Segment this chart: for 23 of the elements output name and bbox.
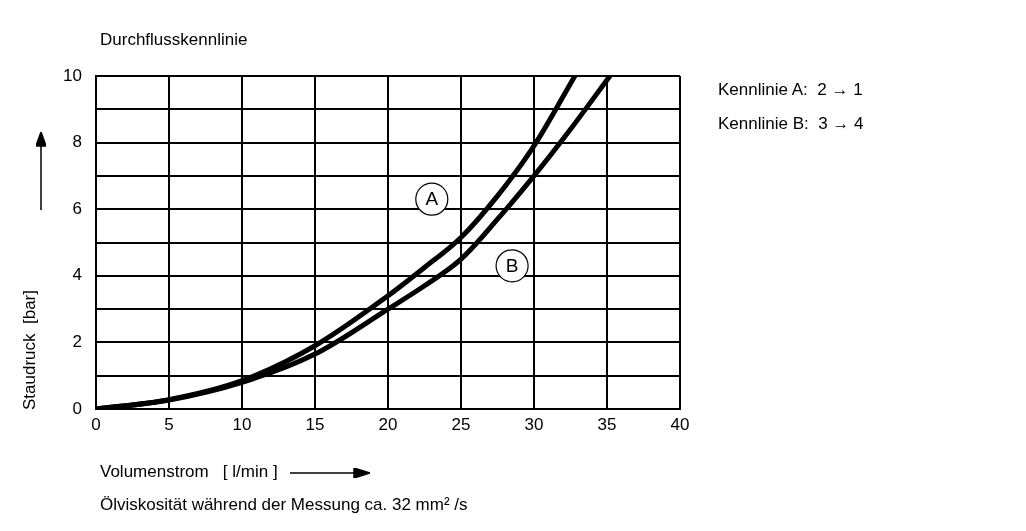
x-tick-label: 25 [451, 414, 471, 434]
y-tick-label: 10 [63, 65, 82, 85]
text: Kennlinie A: 2 → 1 [718, 80, 863, 100]
x-tick-label: 30 [524, 414, 544, 434]
x-tick-label: 10 [232, 414, 252, 434]
x-axis-title: Volumenstrom [ l/min ] [100, 462, 278, 482]
chart-title: Durchflusskennlinie [100, 30, 248, 50]
x-tick-label: 15 [305, 414, 325, 434]
y-axis-title: Staudruck [bar] [20, 289, 40, 410]
x-tick-label: 5 [164, 414, 174, 434]
text: Ölviskosität während der Messung ca. 32 mm² /s [100, 495, 468, 515]
y-tick-label: 8 [72, 132, 82, 152]
x-tick-label: 35 [597, 414, 617, 434]
x-tick-label: 20 [378, 414, 398, 434]
y-tick-label: 0 [72, 398, 82, 418]
y-tick-label: 6 [72, 198, 82, 218]
x-tick-label: 0 [91, 414, 101, 434]
y-tick-label: 2 [72, 332, 82, 352]
annotation: B [505, 255, 519, 277]
annotation: A [425, 188, 439, 210]
x-tick-label: 40 [670, 414, 690, 434]
text: Kennlinie B: 3 → 4 [718, 114, 864, 134]
y-tick-label: 4 [72, 265, 82, 285]
